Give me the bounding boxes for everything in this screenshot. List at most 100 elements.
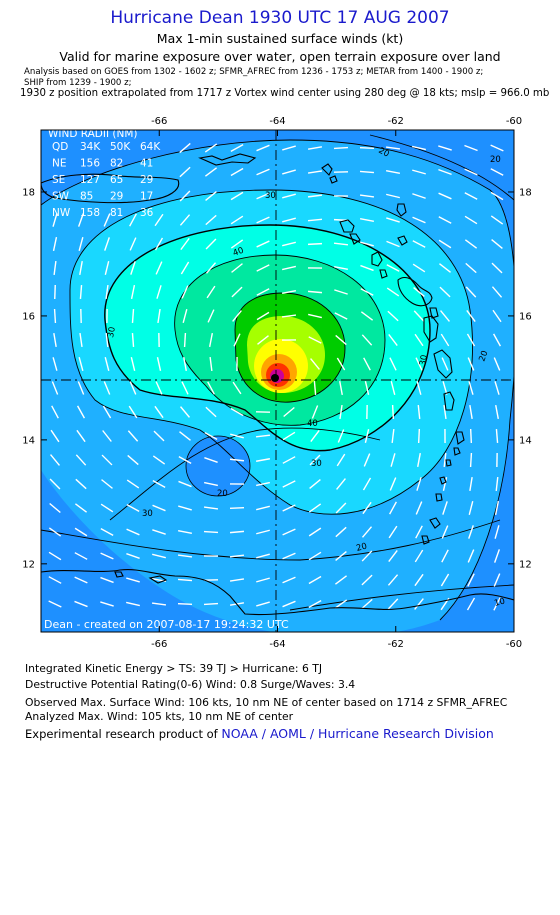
wind-vector — [204, 143, 218, 153]
wind-radii-cell: 85 — [80, 191, 93, 203]
wind-vector — [413, 286, 425, 298]
wind-radii-cell: 36 — [140, 207, 154, 219]
lon-tick-label: -60 — [506, 639, 522, 650]
wind-vector — [414, 598, 424, 610]
wind-vector — [336, 453, 346, 467]
wind-vector — [440, 333, 450, 347]
wind-vector — [100, 552, 114, 560]
wind-vector — [438, 239, 452, 249]
wind-vector — [361, 574, 373, 586]
wind-vector — [129, 381, 137, 395]
wind-radii-cell: NE — [52, 158, 67, 170]
wind-vector — [468, 381, 474, 395]
wind-vector — [493, 597, 501, 611]
map-subtitle: Max 1-min sustained surface winds (kt) — [156, 31, 404, 46]
wind-vector — [413, 310, 425, 322]
wind-vector — [180, 261, 190, 275]
wind-vector — [440, 310, 450, 322]
wind-vector — [308, 313, 322, 319]
wind-vector — [415, 501, 423, 515]
wind-vector — [282, 576, 296, 584]
map-title: Hurricane Dean 1930 UTC 17 AUG 2007 — [110, 8, 450, 28]
wind-vector — [100, 528, 114, 536]
wind-vector — [495, 404, 499, 420]
wind-vector — [336, 357, 346, 371]
wind-vector — [308, 551, 322, 561]
lat-tick-label: 16 — [22, 311, 35, 322]
contour-label: 20 — [490, 155, 501, 165]
wind-vector — [179, 166, 191, 178]
wind-vector — [256, 577, 270, 583]
wind-vector — [203, 506, 219, 510]
wind-vector — [101, 479, 113, 489]
wind-radii-cell: SW — [52, 191, 70, 203]
wind-vector — [415, 525, 423, 539]
wind-vector — [256, 240, 270, 248]
contour-label: 30 — [265, 191, 276, 201]
wind-vector — [491, 286, 503, 298]
wind-vector — [360, 311, 374, 321]
wind-vector — [205, 191, 217, 201]
analysis-sources-line2: SHIP from 1239 - 1900 z; — [24, 78, 132, 88]
wind-vector — [78, 237, 84, 251]
wind-vector — [282, 169, 296, 175]
wind-vector — [74, 503, 88, 513]
wind-vector — [334, 312, 348, 320]
wind-vector — [282, 431, 296, 441]
wind-vector — [75, 454, 87, 466]
wind-vector — [308, 503, 322, 513]
wind-vector — [493, 357, 501, 371]
wind-vector — [466, 309, 476, 323]
wind-vector — [441, 357, 449, 371]
wind-vector — [466, 333, 476, 347]
wind-vector — [178, 505, 192, 511]
wind-vector — [231, 263, 243, 273]
hrd-link[interactable]: NOAA / AOML / Hurricane Research Divisio… — [221, 726, 494, 741]
wind-vector — [438, 216, 452, 224]
wind-vector — [104, 357, 110, 371]
wind-vector — [282, 241, 296, 247]
wind-radii-cell: 29 — [140, 174, 153, 186]
wind-vector — [442, 477, 448, 491]
wind-radii-cell: SE — [52, 174, 65, 186]
wind-vectors — [48, 142, 504, 611]
wind-vector — [490, 215, 504, 225]
wind-vector — [256, 601, 270, 607]
wind-vector — [154, 237, 164, 251]
wind-vector — [386, 217, 400, 223]
contour-label: 30 — [418, 354, 430, 366]
validity-note: Valid for marine exposure over water, op… — [59, 49, 501, 64]
wind-vector — [152, 455, 166, 465]
wind-vector — [256, 529, 270, 535]
wind-vector — [229, 530, 245, 534]
wind-vector — [336, 478, 346, 490]
wind-vector — [126, 504, 140, 512]
wind-radii-cell: 17 — [140, 191, 153, 203]
wind-vector — [256, 505, 270, 511]
wind-vector — [310, 429, 320, 443]
wind-vector — [464, 239, 478, 249]
wind-vector — [74, 600, 88, 608]
contour-label: 10 — [493, 596, 506, 608]
wind-vector — [337, 429, 345, 443]
wind-vector — [386, 287, 400, 297]
wind-vector — [257, 335, 269, 345]
wind-vector — [129, 237, 137, 251]
wind-vector — [203, 530, 219, 534]
wind-vector — [389, 477, 397, 491]
wind-vector — [387, 574, 399, 586]
wind-vector — [310, 358, 320, 370]
wind-vector — [256, 553, 270, 559]
wind-vector — [230, 433, 244, 439]
wind-vector — [360, 264, 374, 272]
wind-vector — [233, 333, 241, 347]
wind-vector — [464, 144, 478, 152]
wind-vector — [412, 169, 426, 175]
wind-vector — [177, 578, 193, 582]
wind-vector — [104, 261, 110, 275]
wind-vector — [494, 381, 500, 395]
wind-vector — [208, 332, 214, 348]
wind-vector — [207, 381, 215, 395]
wind-vector — [309, 479, 321, 489]
center-crosshair — [41, 130, 514, 632]
